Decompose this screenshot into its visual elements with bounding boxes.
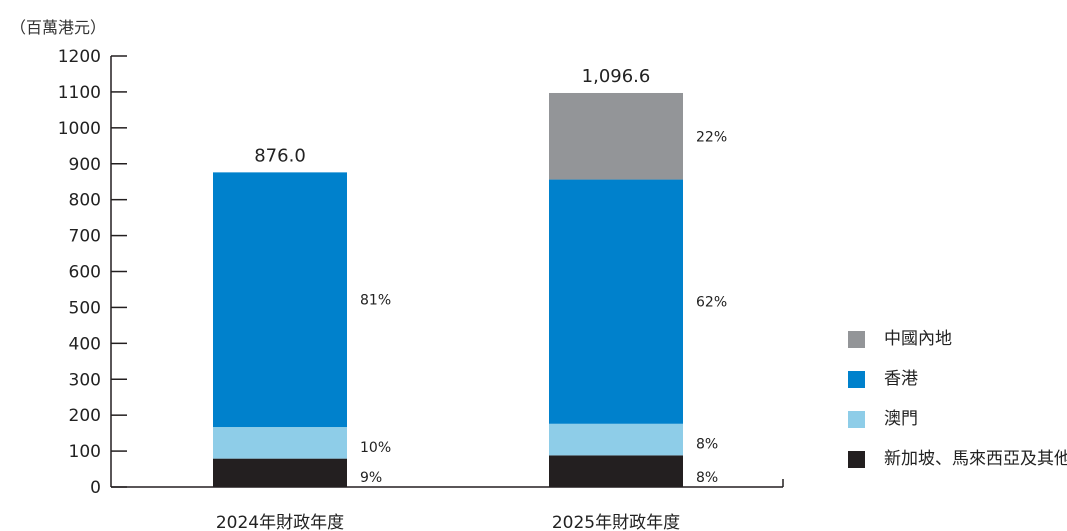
y-tick-label: 0 [90, 478, 101, 498]
segment-percent-label: 10% [360, 440, 391, 456]
legend-swatch-singapore-malaysia-others [848, 451, 865, 468]
legend-label-mainland-china: 中國內地 [884, 329, 952, 349]
y-axis-unit-label: （百萬港元） [10, 18, 107, 37]
legend-swatch-macau [848, 411, 865, 428]
bars-group [213, 92, 683, 487]
bar-segment [213, 427, 347, 459]
bar-segment [549, 455, 683, 487]
legend-label-hong-kong: 香港 [884, 369, 918, 389]
y-tick-label: 1000 [58, 119, 101, 139]
y-tick-label: 800 [69, 191, 101, 211]
y-tick-label: 1100 [58, 83, 101, 103]
labels-group: 9% 10% 81% 876.0 2024年財政年度 8% 8% 62% 22% 1,096.6 2… [216, 66, 727, 531]
y-tick-label: 600 [69, 263, 101, 283]
segment-percent-label: 62% [696, 295, 727, 311]
segment-percent-label: 8% [696, 437, 718, 453]
segment-percent-label: 81% [360, 293, 391, 309]
bar-segment [213, 458, 347, 487]
y-tick-label: 200 [69, 406, 101, 426]
y-tick-label: 400 [69, 334, 101, 354]
x-category-label: 2025年財政年度 [552, 513, 680, 531]
y-tick-label: 300 [69, 370, 101, 390]
segment-percent-label: 8% [696, 470, 718, 486]
bar-segment [549, 92, 683, 180]
x-category-label: 2024年財政年度 [216, 513, 344, 531]
bar-segment [549, 179, 683, 424]
axes-group: 0 100 200 300 400 500 600 700 800 900 1000 1100 1200 [58, 47, 784, 498]
y-tick-label: 100 [69, 442, 101, 462]
segment-percent-label: 22% [696, 129, 727, 145]
y-tick-label: 700 [69, 227, 101, 247]
bar-segment [549, 423, 683, 456]
bar-total-label: 876.0 [254, 145, 306, 166]
legend-label-singapore-malaysia-others: 新加坡、馬來西亞及其他 [884, 449, 1067, 469]
bar-segment [213, 172, 347, 428]
legend-swatch-hong-kong [848, 371, 865, 388]
y-tick-label: 900 [69, 155, 101, 175]
legend-label-macau: 澳門 [884, 409, 918, 429]
legend-swatch-mainland-china [848, 331, 865, 348]
segment-percent-label: 9% [360, 470, 382, 486]
y-tick-label: 1200 [58, 47, 101, 67]
y-tick-label: 500 [69, 298, 101, 318]
bar-total-label: 1,096.6 [582, 66, 651, 87]
